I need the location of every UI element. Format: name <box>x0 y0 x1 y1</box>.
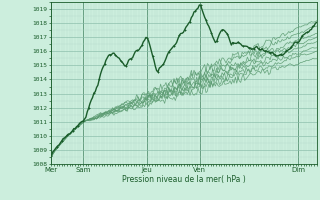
X-axis label: Pression niveau de la mer( hPa ): Pression niveau de la mer( hPa ) <box>122 175 246 184</box>
